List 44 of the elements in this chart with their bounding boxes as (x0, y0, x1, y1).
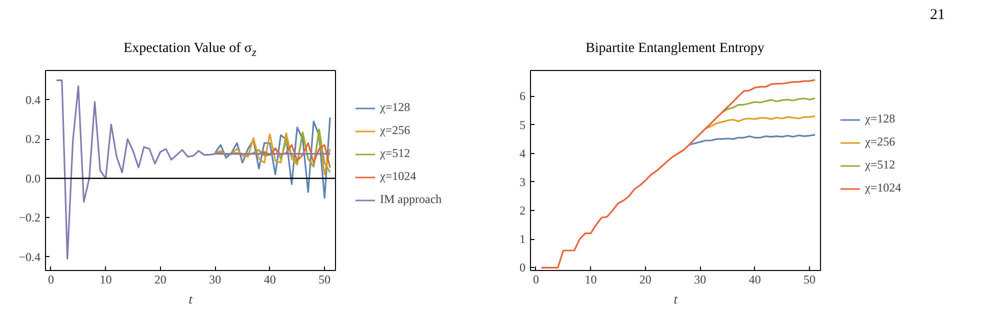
x-tick-label: 20 (154, 272, 166, 286)
x-tick-label: 20 (639, 272, 652, 286)
y-tick-label: 0.0 (26, 171, 40, 186)
legend-label: χ=256 (380, 123, 410, 138)
legend-label: χ=512 (865, 158, 896, 172)
x-tick-label: 40 (264, 272, 276, 286)
legend-label: χ=128 (865, 112, 896, 126)
legend-label: χ=1024 (380, 169, 416, 184)
text: 21 (930, 6, 945, 25)
x-tick-label: 30 (694, 272, 706, 286)
x-tick-label: 50 (804, 272, 816, 286)
y-tick-label: −0.4 (18, 250, 41, 264)
x-tick-label: 10 (584, 272, 597, 286)
y-tick-label: 4 (520, 146, 526, 160)
legend-label: χ=128 (380, 100, 410, 115)
line-series (721, 97, 816, 114)
x-axis-title: t (188, 292, 193, 306)
y-tick-label: 1 (520, 232, 526, 246)
y-tick-label: −0.2 (18, 210, 41, 225)
x-tick-label: 40 (748, 272, 761, 286)
x-tick-label: 0 (48, 272, 54, 286)
y-tick-label: 0 (520, 260, 526, 275)
y-tick-label: 2 (520, 204, 526, 218)
y-tick-label: 6 (520, 89, 526, 104)
y-tick-label: 0.2 (26, 132, 40, 146)
chart-title: Expectation Value of σ$_{z}$ (124, 40, 256, 61)
legend-label: IM approach (380, 192, 442, 207)
legend-label: χ=256 (865, 134, 896, 150)
x-tick-label: 0 (532, 272, 539, 286)
legend-label: χ=512 (380, 146, 410, 161)
chart-title: Bipartite Entanglement Entropy (586, 40, 764, 58)
legend-label: χ=1024 (865, 180, 902, 196)
line-series (56, 80, 331, 260)
y-tick-label: 0.4 (26, 92, 40, 107)
line-series (540, 79, 816, 268)
x-axis-title: t (674, 292, 678, 306)
y-tick-label: 3 (520, 174, 526, 189)
x-tick-label: 30 (209, 272, 222, 286)
x-tick-label: 50 (318, 272, 331, 286)
line-series (214, 116, 331, 199)
x-tick-label: 10 (100, 272, 112, 286)
y-tick-label: 5 (520, 118, 526, 132)
line-series (704, 115, 816, 130)
line-series (688, 134, 816, 146)
